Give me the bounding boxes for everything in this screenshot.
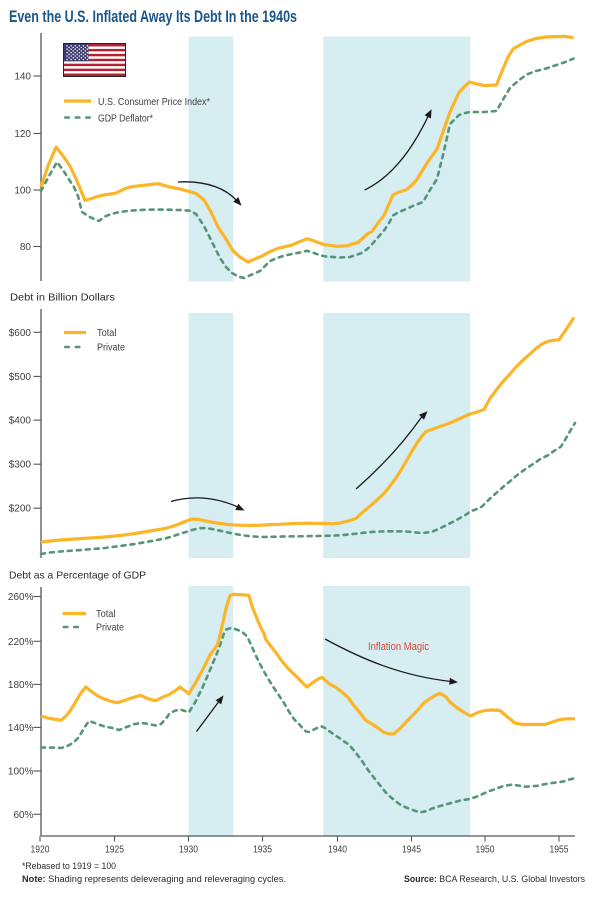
- svg-text:U.S. Consumer Price Index*: U.S. Consumer Price Index*: [98, 97, 210, 108]
- svg-text:$600: $600: [9, 328, 32, 339]
- svg-text:120: 120: [14, 129, 31, 140]
- svg-text:Even the U.S. Inflated Away It: Even the U.S. Inflated Away Its Debt In …: [9, 8, 297, 26]
- svg-text:Debt as a Percentage of GDP: Debt as a Percentage of GDP: [9, 570, 146, 582]
- svg-text:1940: 1940: [328, 845, 347, 856]
- svg-text:1955: 1955: [550, 845, 569, 856]
- svg-text:1920: 1920: [31, 845, 50, 856]
- svg-text:Private: Private: [97, 343, 125, 354]
- svg-text:Total: Total: [96, 609, 116, 620]
- svg-text:260%: 260%: [8, 592, 34, 603]
- svg-text:*Rebased to 1919 = 100: *Rebased to 1919 = 100: [22, 861, 116, 872]
- svg-text:140: 140: [14, 72, 31, 83]
- svg-text:60%: 60%: [13, 810, 33, 821]
- svg-text:1925: 1925: [105, 845, 124, 856]
- svg-text:$300: $300: [9, 460, 32, 471]
- svg-text:Inflation Magic: Inflation Magic: [368, 641, 429, 653]
- svg-text:$200: $200: [9, 504, 32, 515]
- svg-text:1945: 1945: [402, 845, 421, 856]
- svg-text:Debt in Billion Dollars: Debt in Billion Dollars: [10, 292, 115, 304]
- svg-text:Private: Private: [96, 623, 124, 634]
- svg-text:100%: 100%: [8, 767, 34, 778]
- svg-text:1935: 1935: [253, 845, 272, 856]
- svg-text:$400: $400: [9, 416, 32, 427]
- svg-text:1950: 1950: [476, 845, 495, 856]
- svg-text:80: 80: [20, 242, 32, 253]
- svg-text:$500: $500: [9, 372, 32, 383]
- svg-text:100: 100: [14, 186, 31, 197]
- svg-text:1930: 1930: [179, 845, 198, 856]
- svg-text:220%: 220%: [8, 637, 34, 648]
- svg-text:Note: Shading represents delev: Note: Shading represents deleveraging an…: [22, 874, 286, 885]
- svg-text:GDP Deflator*: GDP Deflator*: [98, 113, 153, 124]
- svg-text:Source: BCA Research, U.S. Glo: Source: BCA Research, U.S. Global Invest…: [404, 874, 585, 885]
- svg-text:Total: Total: [97, 328, 117, 339]
- svg-text:140%: 140%: [8, 723, 34, 734]
- svg-text:180%: 180%: [8, 680, 34, 691]
